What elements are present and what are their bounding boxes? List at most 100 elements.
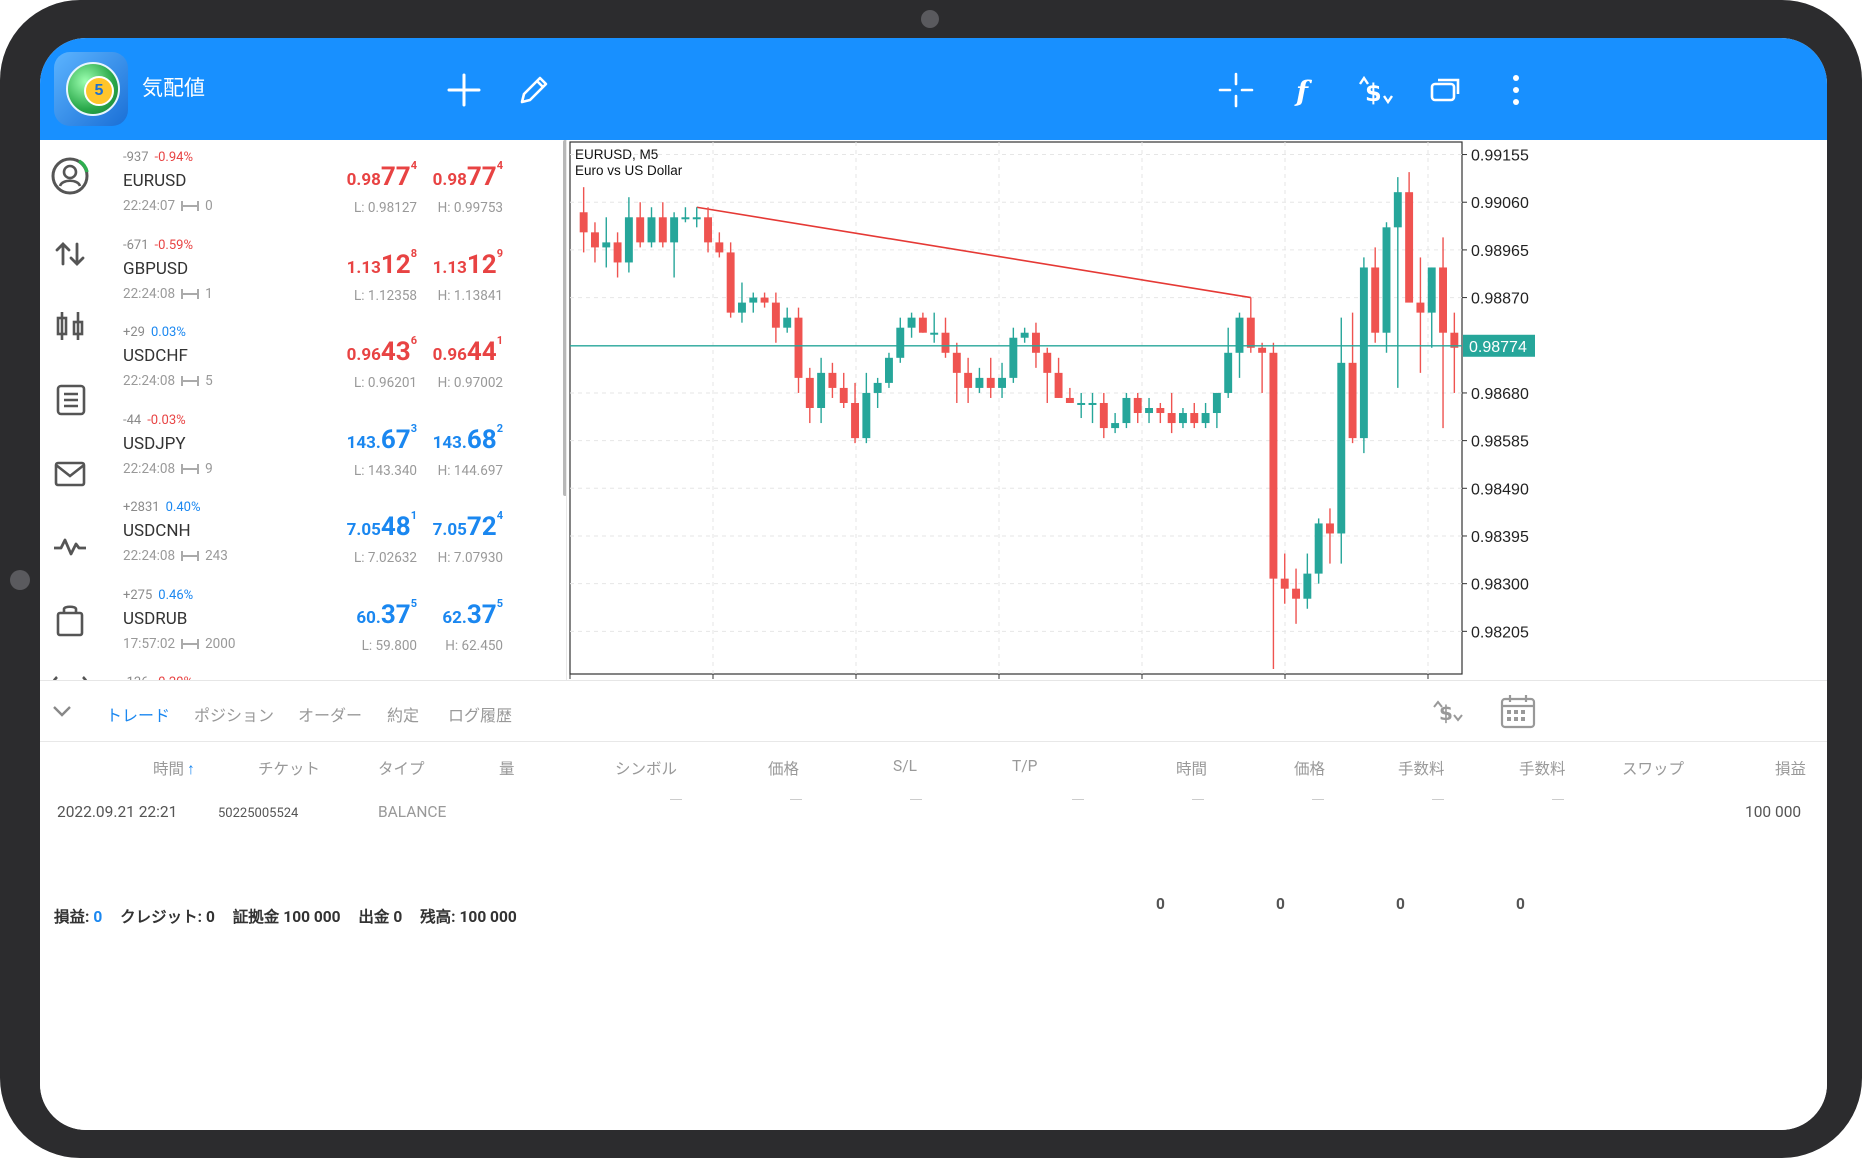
cell-ticket: 50225005524 xyxy=(218,806,299,821)
bear-candle xyxy=(851,402,859,439)
quotes-scrollbar[interactable] xyxy=(563,140,567,496)
bid-price[interactable]: 1.13128 xyxy=(346,246,417,280)
cell-type: BALANCE xyxy=(378,803,447,821)
bear-candle xyxy=(918,317,927,333)
col-fee[interactable]: 手数料 xyxy=(1519,760,1566,778)
bull-candle xyxy=(670,217,679,243)
ask-price[interactable]: 0.98774 xyxy=(432,159,503,192)
metatrader-logo-icon[interactable]: 5 xyxy=(54,52,128,126)
bear-candle xyxy=(986,377,995,388)
plot-area xyxy=(569,141,1463,675)
low-price: L: 59.800 xyxy=(361,637,417,654)
new-order-icon[interactable]: $ xyxy=(1428,691,1468,731)
col-sl[interactable]: S/L xyxy=(893,757,917,775)
market-bag-icon[interactable] xyxy=(46,596,94,644)
y-tick-label: 0.98965 xyxy=(1471,243,1529,260)
spread-icon xyxy=(181,551,200,562)
bear-candle xyxy=(1269,352,1278,579)
quote-row[interactable]: -937 -0.94% EURUSD 22:24:07 0 0.98774 0.98774 L… xyxy=(100,140,565,228)
col-profit[interactable]: 損益 xyxy=(1775,760,1807,778)
col-close-price[interactable]: 価格 xyxy=(1294,760,1326,778)
bear-candle xyxy=(704,217,712,243)
tab-deals[interactable]: 約定 xyxy=(387,706,420,725)
tab-log-history[interactable]: ログ履歴 xyxy=(448,706,513,725)
col-time[interactable]: 時間 ↑ xyxy=(153,760,195,778)
bull-candle xyxy=(896,327,905,358)
tab-trade[interactable]: トレード xyxy=(106,706,171,725)
col-price[interactable]: 価格 xyxy=(768,760,800,778)
chart-candles-icon[interactable] xyxy=(46,302,94,350)
col-commission[interactable]: 手数料 xyxy=(1398,760,1445,778)
quote-row[interactable]: -136-0.20% xyxy=(100,665,565,680)
bid-price[interactable]: 60.375 xyxy=(356,596,417,630)
signals-pulse-icon[interactable] xyxy=(46,522,94,570)
quote-row[interactable]: -44 -0.03% USDJPY 22:24:08 9 143.673 143.682 L:… xyxy=(100,403,565,491)
high-price: H: 1.13841 xyxy=(437,287,503,304)
high-price: H: 62.450 xyxy=(445,637,503,654)
symbol-name: USDCNH xyxy=(123,521,191,541)
col-type[interactable]: タイプ xyxy=(378,760,425,778)
col-swap[interactable]: スワップ xyxy=(1622,760,1685,778)
crosshair-icon[interactable] xyxy=(1208,62,1264,118)
bull-candle xyxy=(783,317,792,328)
new-order-dollar-icon[interactable]: $ xyxy=(1348,62,1404,118)
screen: 5 気配値 f $ xyxy=(40,38,1827,1130)
bull-candle xyxy=(1303,573,1312,599)
edit-pencil-icon[interactable] xyxy=(505,62,561,118)
add-symbol-icon[interactable] xyxy=(436,62,492,118)
ask-price[interactable]: 1.13129 xyxy=(432,246,503,280)
bear-candle xyxy=(952,352,961,373)
bid-price[interactable]: 0.98774 xyxy=(346,159,417,192)
quote-row[interactable]: +2831 0.40% USDCNH 22:24:08 243 7.05481 7.0572… xyxy=(100,490,565,578)
bear-candle xyxy=(579,212,588,233)
tab-positions[interactable]: ポジション xyxy=(194,706,275,725)
chart-subtitle: Euro vs US Dollar xyxy=(575,163,683,178)
col-volume[interactable]: 量 xyxy=(499,760,515,778)
split-divider[interactable] xyxy=(566,140,567,680)
col-symbol[interactable]: シンボル xyxy=(615,760,678,778)
mail-icon[interactable] xyxy=(46,450,94,498)
ask-price[interactable]: 7.05724 xyxy=(432,509,503,542)
bull-candle xyxy=(602,242,611,248)
bear-candle xyxy=(1258,347,1267,353)
col-tp[interactable]: T/P xyxy=(1012,757,1038,775)
col-close-time[interactable]: 時間 xyxy=(1176,760,1208,778)
y-tick-label: 0.98300 xyxy=(1471,577,1529,594)
quotes-icon[interactable] xyxy=(46,152,94,200)
spread-value: 9 xyxy=(205,460,213,477)
ask-price[interactable]: 0.96441 xyxy=(432,334,503,367)
calendar-icon[interactable] xyxy=(1498,691,1538,731)
bear-candle xyxy=(591,232,599,248)
price-chart[interactable]: 0.99155 0.99060 0.98965 0.98870 0.98680 0.985… xyxy=(567,140,1827,680)
account-summary: 損益: 0 クレジット: 0 証拠金 100 000 出金 0 残高: 100 000 xyxy=(54,905,531,927)
trade-arrows-icon[interactable] xyxy=(46,230,94,278)
high-price: H: 0.99753 xyxy=(437,200,503,216)
ask-price[interactable]: 62.375 xyxy=(442,596,503,630)
more-menu-icon[interactable] xyxy=(1488,62,1544,118)
y-tick-label: 0.98205 xyxy=(1471,624,1529,641)
margin-label: 証拠金 xyxy=(232,908,280,926)
bull-candle xyxy=(930,332,939,335)
journal-icon[interactable] xyxy=(46,376,94,424)
quote-row[interactable]: +275 0.46% USDRUB 17:57:02 2000 60.375 62.375 L… xyxy=(100,578,565,666)
bid-price[interactable]: 0.96436 xyxy=(346,334,417,367)
bid-price[interactable]: 7.05481 xyxy=(346,509,417,542)
indicators-f-icon[interactable]: f xyxy=(1278,62,1334,118)
change-percent: -0.03% xyxy=(147,412,186,428)
windows-icon[interactable] xyxy=(1418,62,1474,118)
collapse-chevron-icon[interactable] xyxy=(46,695,78,727)
tab-orders[interactable]: オーダー xyxy=(298,706,363,725)
quote-row[interactable]: +29 0.03% USDCHF 22:24:08 5 0.96436 0.96441 L: … xyxy=(100,315,565,403)
y-tick-label: 0.98490 xyxy=(1471,481,1529,498)
quote-meta: 22:24:08 9 xyxy=(123,461,213,477)
quote-row[interactable]: -671 -0.59% GBPUSD 22:24:08 1 1.13128 1.13129 L… xyxy=(100,228,565,316)
ask-price[interactable]: 143.682 xyxy=(432,421,503,455)
bid-price[interactable]: 143.673 xyxy=(346,421,417,455)
chart-canvas[interactable]: 0.99155 0.99060 0.98965 0.98870 0.98680 0.985… xyxy=(567,140,1827,680)
bull-candle xyxy=(885,357,893,383)
symbol-name: USDCHF xyxy=(123,346,188,366)
col-ticket[interactable]: チケット xyxy=(258,760,321,778)
page-title: 気配値 xyxy=(142,77,205,101)
bull-candle xyxy=(1337,362,1346,534)
bull-candle xyxy=(1235,317,1244,353)
